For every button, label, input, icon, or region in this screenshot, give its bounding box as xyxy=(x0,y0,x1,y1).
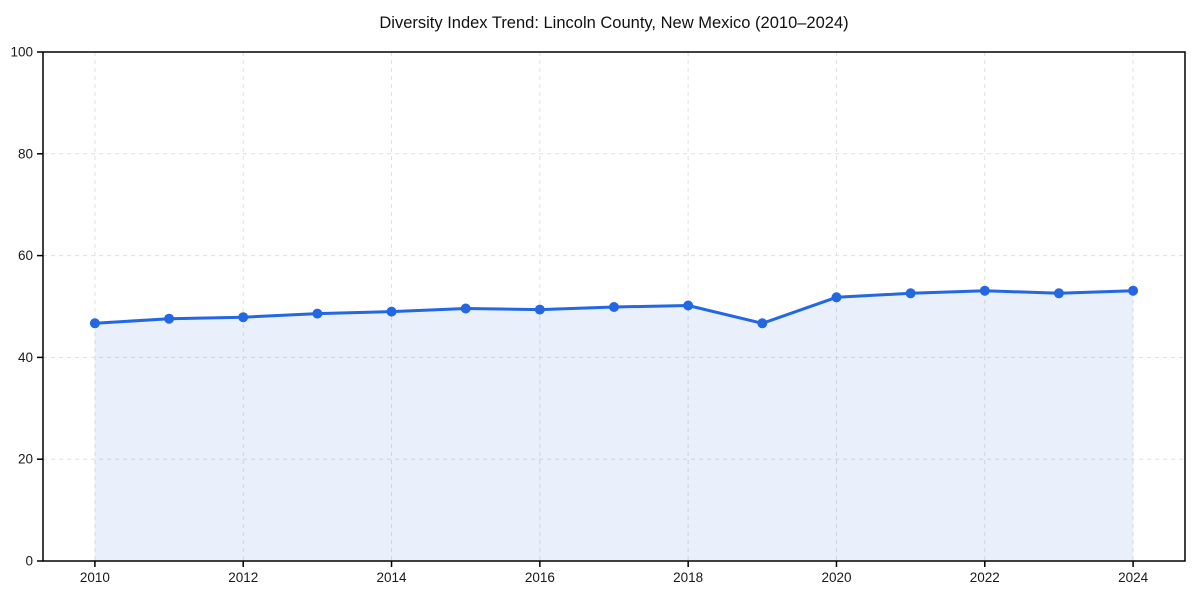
x-tick-label: 2018 xyxy=(673,570,703,585)
y-tick-label: 100 xyxy=(10,45,33,60)
y-tick-label: 80 xyxy=(18,146,33,161)
y-tick-label: 40 xyxy=(18,350,33,365)
chart-title: Diversity Index Trend: Lincoln County, N… xyxy=(379,14,849,32)
x-tick-label: 2010 xyxy=(80,570,110,585)
data-point-2011 xyxy=(164,313,175,324)
y-tick-label: 20 xyxy=(18,452,33,467)
y-tick-label: 0 xyxy=(25,554,33,569)
data-point-2012 xyxy=(238,312,249,323)
x-tick-label: 2016 xyxy=(525,570,555,585)
area-fill xyxy=(94,290,1134,561)
x-tick-label: 2014 xyxy=(377,570,408,585)
y-tick-label: 60 xyxy=(18,248,33,263)
data-point-2010 xyxy=(89,318,100,329)
x-tick-label: 2022 xyxy=(970,570,1000,585)
data-point-2016 xyxy=(534,304,545,315)
x-tick-label: 2020 xyxy=(821,570,851,585)
x-tick-label: 2012 xyxy=(228,570,258,585)
data-point-2022 xyxy=(979,285,990,296)
data-point-2024 xyxy=(1128,285,1139,296)
data-point-2015 xyxy=(460,303,471,314)
data-point-2014 xyxy=(386,306,397,317)
data-point-2023 xyxy=(1053,288,1064,299)
data-point-2019 xyxy=(757,318,768,329)
data-point-2018 xyxy=(683,300,694,311)
data-point-2017 xyxy=(609,302,619,312)
plot-border xyxy=(42,51,1186,562)
x-tick-label: 2024 xyxy=(1118,570,1149,585)
data-point-2013 xyxy=(312,308,323,319)
data-point-2021 xyxy=(905,288,916,299)
data-point-2020 xyxy=(831,292,842,303)
